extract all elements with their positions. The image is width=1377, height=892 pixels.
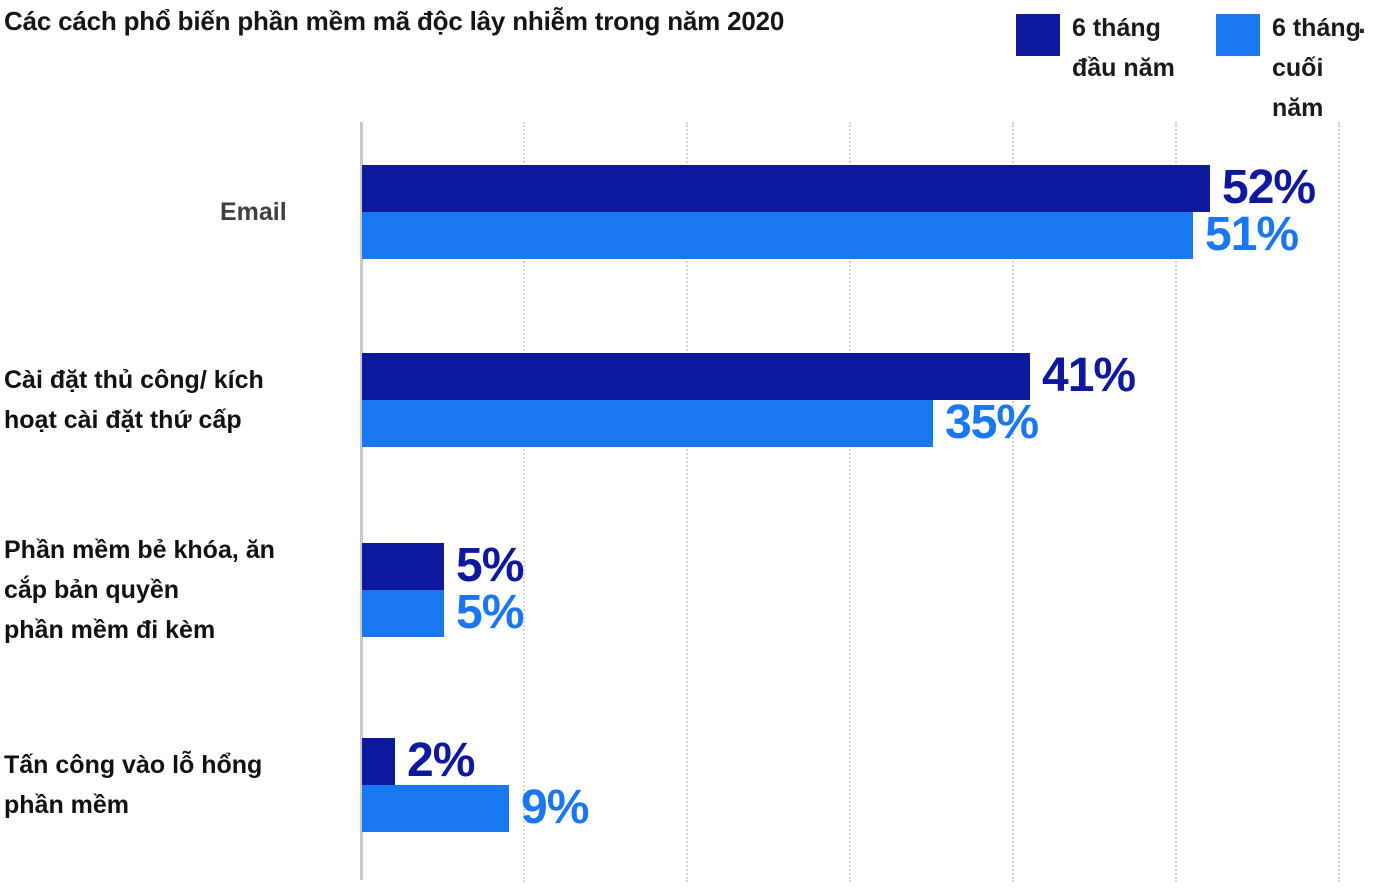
legend-label-first-half: 6 tháng đầu năm	[1072, 14, 1175, 82]
bar-group: 2% 9%	[362, 734, 1362, 834]
legend-swatch-second-half	[1216, 14, 1260, 56]
bar-second-half	[362, 590, 444, 637]
category-label-3: Tấn công vào lỗ hổng phần mềm	[4, 751, 263, 819]
bar-group: 52% 51%	[362, 161, 1362, 261]
value-label-first-half: 2%	[407, 734, 475, 787]
bar-group: 5% 5%	[362, 539, 1362, 639]
value-label-second-half: 5%	[456, 586, 524, 639]
value-label-second-half: 9%	[521, 781, 589, 834]
gridline-40	[1012, 122, 1014, 882]
legend-swatch-first-half	[1016, 14, 1060, 56]
category-label-2: Phần mềm bẻ khóa, ăn cắp bản quyền phần …	[4, 536, 275, 644]
value-label-first-half: 5%	[456, 539, 524, 592]
category-label-0: Email	[220, 198, 287, 226]
y-axis-line	[360, 122, 363, 880]
bar-second-half	[362, 785, 509, 832]
value-label-first-half: 52%	[1222, 161, 1316, 214]
gridline-60	[1338, 122, 1340, 882]
plot-area: 52% 51% 41% 35% 5% 5% 2% 9%	[360, 122, 1370, 882]
value-label-first-half: 41%	[1042, 349, 1136, 402]
gridline-50	[1175, 122, 1177, 882]
bar-group: 41% 35%	[362, 349, 1362, 449]
legend-label-second-half: 6 tháng cuối năm	[1272, 14, 1361, 122]
stray-period-mark: .	[1358, 8, 1366, 39]
bar-first-half	[362, 543, 444, 590]
bar-second-half	[362, 212, 1193, 259]
gridline-20	[686, 122, 688, 882]
value-label-second-half: 35%	[945, 396, 1039, 449]
gridline-10	[523, 122, 525, 882]
category-label-1: Cài đặt thủ công/ kích hoạt cài đặt thứ …	[4, 366, 264, 434]
bar-first-half	[362, 738, 395, 785]
bar-first-half	[362, 353, 1030, 400]
legend-item-second-half: 6 tháng cuối năm	[1216, 8, 1361, 128]
legend-item-first-half: 6 tháng đầu năm	[1016, 8, 1175, 88]
bar-second-half	[362, 400, 933, 447]
bar-first-half	[362, 165, 1210, 212]
chart-title: Các cách phổ biến phần mềm mã độc lây nh…	[4, 6, 785, 36]
gridline-30	[849, 122, 851, 882]
value-label-second-half: 51%	[1205, 208, 1299, 261]
